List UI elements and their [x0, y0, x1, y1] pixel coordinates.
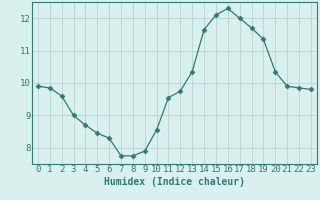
- X-axis label: Humidex (Indice chaleur): Humidex (Indice chaleur): [104, 177, 245, 187]
